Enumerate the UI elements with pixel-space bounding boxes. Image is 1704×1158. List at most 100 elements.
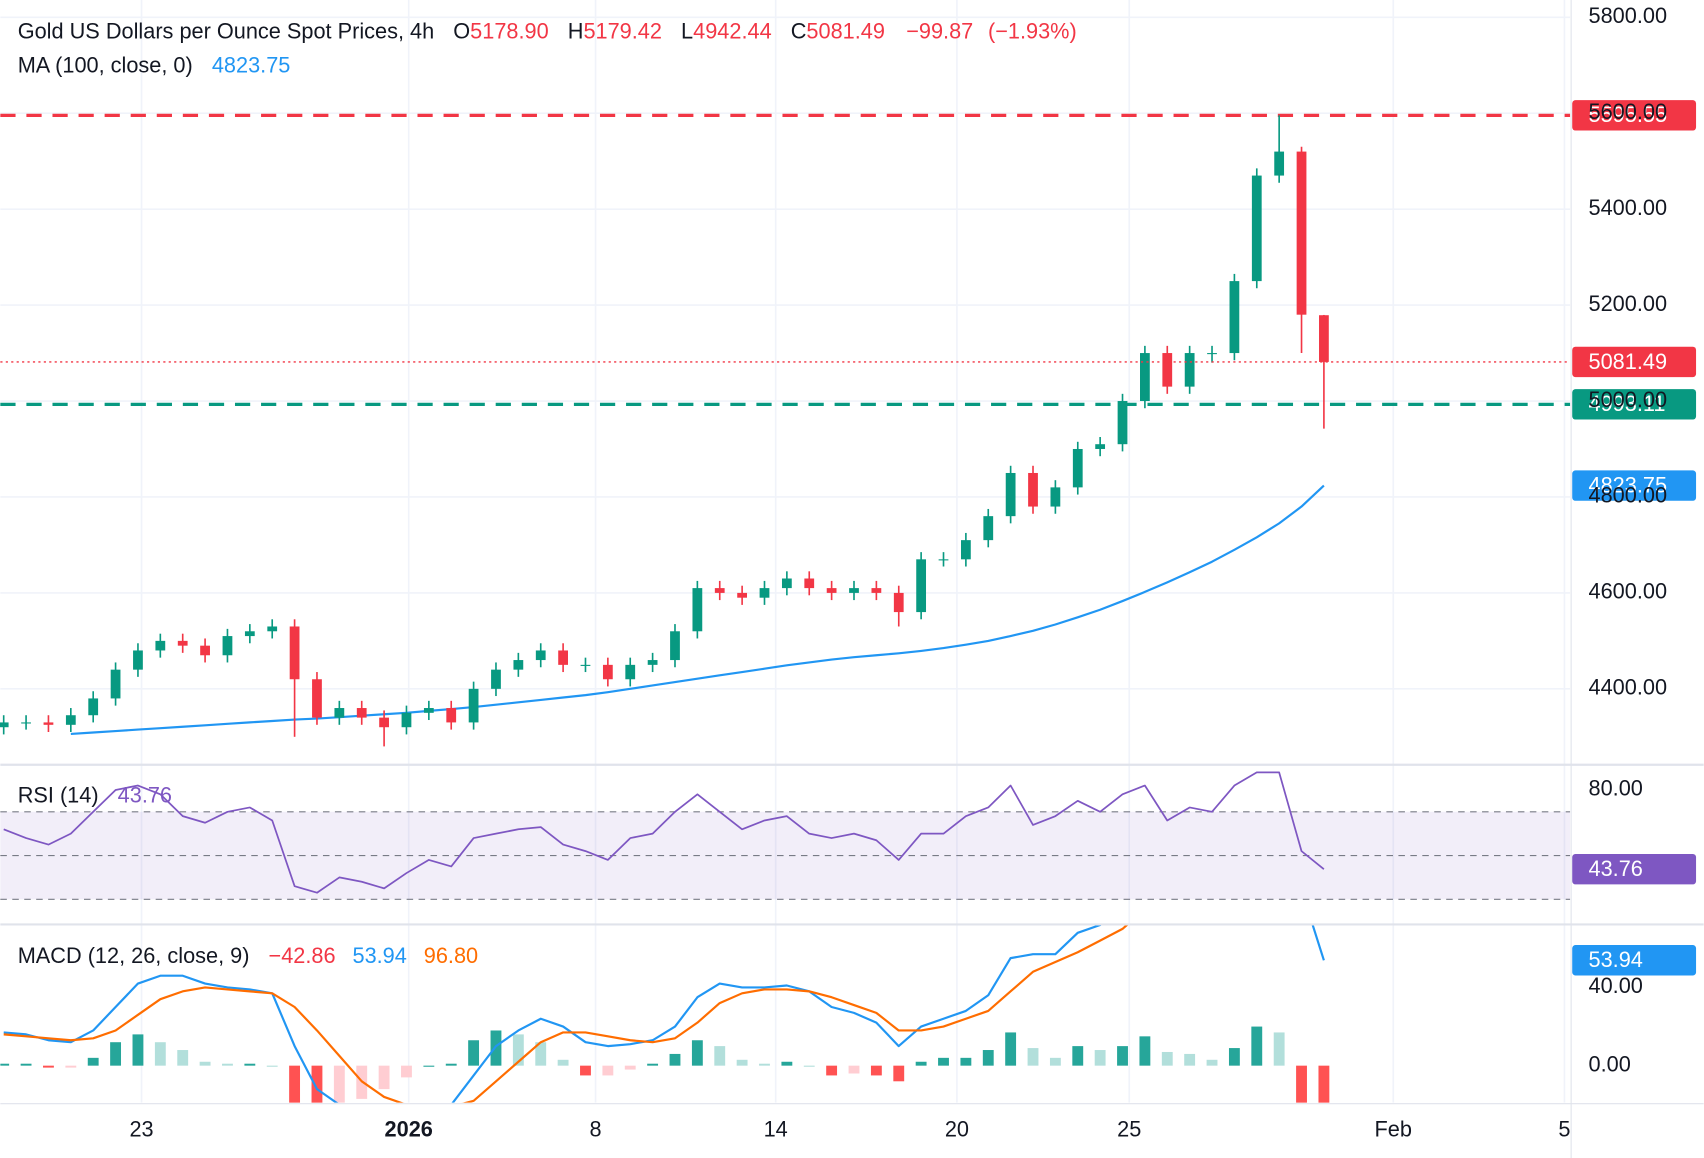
- histogram-bar: [468, 1040, 480, 1066]
- y-tick-label: 5000.00: [1589, 387, 1668, 412]
- macd-line: [3, 925, 1325, 1103]
- x-tick-label: 14: [764, 1117, 788, 1142]
- histogram-bar: [826, 1065, 838, 1076]
- histogram-bar: [244, 1063, 256, 1066]
- histogram-bar: [423, 1065, 435, 1067]
- candle-body: [379, 717, 389, 728]
- histogram-bar: [43, 1065, 54, 1068]
- y-tick-label: 4800.00: [1589, 483, 1668, 508]
- candle-body: [110, 669, 121, 699]
- histogram-bar: [289, 1065, 301, 1103]
- candle-body: [21, 722, 31, 724]
- candle-body: [1207, 353, 1217, 355]
- price-tag-label: 53.94: [1589, 947, 1643, 972]
- histogram-bar: [691, 1040, 703, 1066]
- macd-line: [3, 925, 1128, 1103]
- candle-body: [1095, 444, 1106, 449]
- rsi-band: [0, 811, 1571, 900]
- candle-body: [423, 708, 434, 713]
- candle-body: [1050, 487, 1061, 507]
- candle-body: [1319, 315, 1329, 362]
- y-tick-label: 5800.00: [1589, 3, 1668, 28]
- histogram-bar: [199, 1061, 211, 1066]
- y-tick-label: 5400.00: [1589, 195, 1668, 220]
- candle-body: [289, 626, 300, 680]
- histogram-bar: [333, 1065, 345, 1103]
- x-tick-label: 8: [590, 1117, 602, 1142]
- candle-body: [1028, 472, 1038, 507]
- histogram-bar: [535, 1042, 547, 1066]
- candle-body: [513, 660, 524, 670]
- histogram-bar: [602, 1065, 614, 1076]
- histogram-bar: [1027, 1048, 1039, 1066]
- price-tag: [1572, 945, 1697, 976]
- candle-body: [670, 631, 680, 661]
- histogram-bar: [65, 1065, 77, 1068]
- candle-body: [356, 708, 367, 718]
- histogram-bar: [893, 1065, 905, 1082]
- candle-body: [781, 578, 792, 589]
- candle-body: [602, 664, 613, 680]
- candle-body: [401, 712, 412, 728]
- candle-body: [312, 679, 322, 718]
- histogram-bar: [1206, 1059, 1218, 1066]
- histogram-bar: [714, 1046, 726, 1066]
- candle-body: [1117, 401, 1128, 445]
- candle-body: [849, 588, 859, 593]
- histogram-bar: [1049, 1057, 1061, 1066]
- candle-body: [1184, 353, 1195, 387]
- y-tick-label: 5200.00: [1589, 291, 1668, 316]
- candle-body: [625, 664, 636, 680]
- price-tag: [1572, 470, 1697, 501]
- candle-body: [222, 636, 233, 656]
- candle-body: [177, 640, 188, 646]
- histogram-bar: [736, 1059, 748, 1066]
- candle-body: [1072, 448, 1083, 488]
- histogram-bar: [759, 1063, 770, 1066]
- candle-body: [916, 559, 927, 613]
- histogram-bar: [624, 1065, 636, 1070]
- y-tick-label: 40.00: [1589, 973, 1643, 998]
- histogram-bar: [512, 1034, 524, 1066]
- price-tag: [1572, 853, 1697, 885]
- candle-body: [267, 626, 278, 632]
- histogram-bar: [1251, 1026, 1263, 1066]
- title: Gold US Dollars per Ounce Spot Prices, 4…: [18, 18, 434, 43]
- histogram-bar: [0, 1063, 10, 1066]
- histogram-bar: [960, 1057, 972, 1066]
- macd-legend: MACD (12, 26, close, 9) −42.86 53.94 96.…: [18, 943, 478, 968]
- y-tick-label: 0.00: [1589, 1051, 1631, 1076]
- candle-body: [1140, 353, 1150, 402]
- candle-body: [535, 650, 546, 661]
- candle-body: [1005, 472, 1016, 517]
- candle-body: [714, 588, 725, 593]
- histogram-bar: [20, 1063, 32, 1066]
- candle-body: [65, 715, 76, 725]
- candle-body: [1229, 281, 1240, 354]
- histogram-bar: [848, 1065, 860, 1074]
- rsi-line: [3, 771, 1325, 894]
- histogram-bar: [1184, 1053, 1196, 1066]
- change: −99.87: [906, 18, 973, 43]
- change-pct: (−1.93%): [988, 18, 1077, 43]
- ohlc-letter: O: [453, 18, 470, 43]
- ohlc-letter: L: [681, 18, 693, 43]
- histogram-bar: [938, 1057, 949, 1066]
- histogram-bar: [1072, 1046, 1084, 1066]
- candle-body: [938, 559, 949, 561]
- candle-body: [133, 650, 143, 670]
- candle-body: [871, 588, 882, 593]
- histogram-bar: [154, 1042, 166, 1066]
- histogram-bar: [1005, 1032, 1017, 1066]
- price-tag: [1572, 346, 1697, 378]
- histogram-bar: [1228, 1048, 1240, 1066]
- price-tag-label: 4823.75: [1589, 472, 1668, 497]
- ohlc-value: 5081.49: [806, 18, 885, 43]
- histogram-bar: [1273, 1032, 1285, 1066]
- price-tag: [1572, 100, 1697, 131]
- candle-body: [446, 708, 457, 723]
- candle-body: [983, 516, 994, 541]
- histogram-bar: [132, 1034, 144, 1066]
